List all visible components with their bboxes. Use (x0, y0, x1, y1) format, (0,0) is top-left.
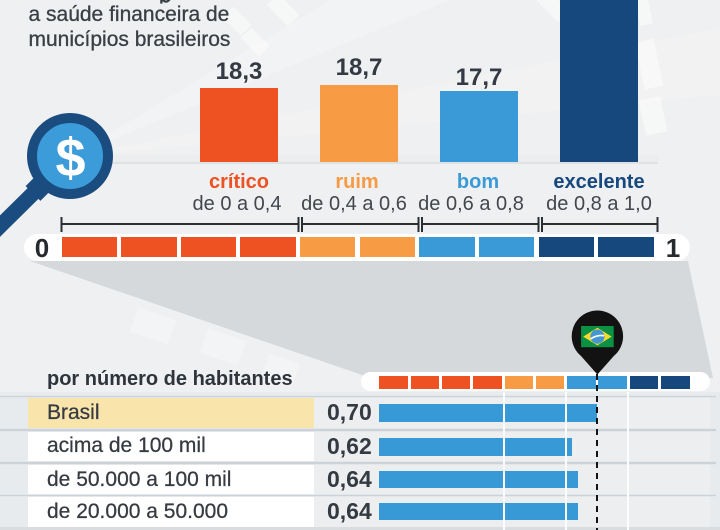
svg-text:$: $ (55, 128, 85, 188)
